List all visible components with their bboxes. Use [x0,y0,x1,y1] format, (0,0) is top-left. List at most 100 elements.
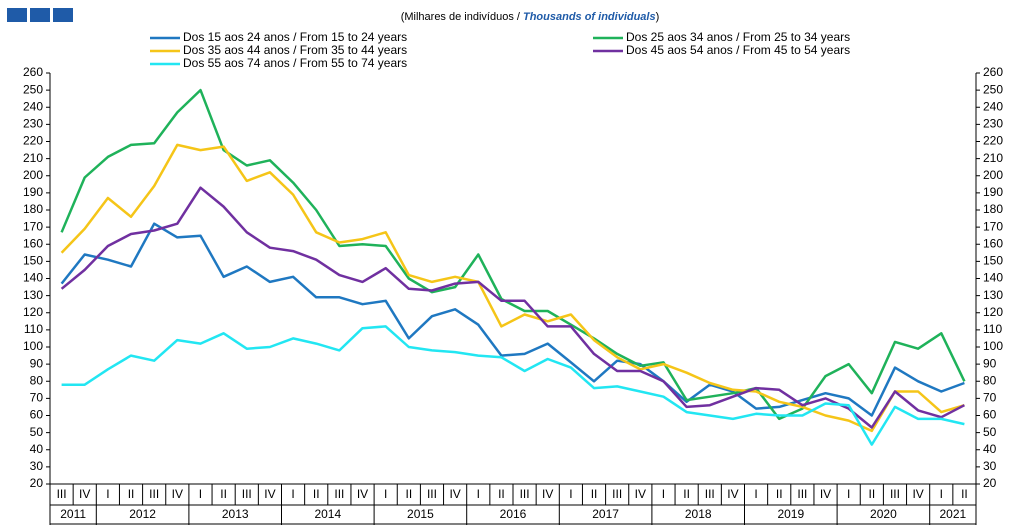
y-tick-label: 180 [23,202,43,216]
year-label: 2017 [592,507,619,521]
legend-label: Dos 35 aos 44 anos / From 35 to 44 years [183,43,407,57]
y-tick-label: 140 [23,271,43,285]
x-tick-label: III [612,487,622,501]
y2-tick-label: 220 [983,134,1003,148]
y2-tick-label: 70 [983,391,997,405]
y-tick-label: 150 [23,254,43,268]
x-tick-label: IV [172,487,183,501]
x-tick-label: III [57,487,67,501]
y2-tick-label: 100 [983,339,1003,353]
series-line [60,186,965,429]
x-tick-label: IV [727,487,738,501]
x-tick-label: II [776,487,783,501]
y-tick-label: 80 [30,373,44,387]
year-label: 2016 [500,507,527,521]
y2-tick-label: 140 [983,271,1003,285]
x-tick-label: I [477,487,480,501]
y-tick-label: 190 [23,185,43,199]
year-label: 2012 [129,507,156,521]
year-label: 2013 [222,507,249,521]
y-tick-label: 240 [23,99,43,113]
x-tick-label: II [961,487,968,501]
year-label: 2020 [870,507,897,521]
y-tick-label: 70 [30,391,44,405]
y2-tick-label: 30 [983,459,997,473]
x-tick-label: III [242,487,252,501]
y-tick-label: 160 [23,236,43,250]
year-label: 2019 [777,507,804,521]
x-tick-label: IV [357,487,368,501]
series-line [60,222,965,417]
y2-tick-label: 230 [983,117,1003,131]
y-tick-label: 30 [30,459,44,473]
x-tick-label: II [128,487,135,501]
y2-tick-label: 170 [983,219,1003,233]
legend-label: Dos 45 aos 54 anos / From 45 to 54 years [626,43,850,57]
x-tick-label: I [106,487,109,501]
y-tick-label: 220 [23,134,43,148]
y-tick-label: 130 [23,288,43,302]
x-tick-label: I [569,487,572,501]
year-label: 2021 [939,507,966,521]
x-tick-label: IV [449,487,460,501]
x-tick-label: III [890,487,900,501]
legend-label: Dos 15 aos 24 anos / From 15 to 24 years [183,30,407,44]
y-tick-label: 20 [30,476,44,490]
x-tick-label: II [313,487,320,501]
y-tick-label: 40 [30,442,44,456]
series-line [60,143,965,433]
y-tick-label: 90 [30,356,44,370]
x-tick-label: IV [912,487,923,501]
x-tick-label: IV [79,487,90,501]
y2-tick-label: 60 [983,408,997,422]
y2-tick-label: 110 [983,322,1002,336]
subtitle: (Milhares de indivíduos / Thousands of i… [401,11,660,23]
y-tick-label: 230 [23,117,43,131]
legend-label: Dos 55 aos 74 anos / From 55 to 74 years [183,56,407,70]
y-tick-label: 60 [30,408,44,422]
x-tick-label: II [405,487,412,501]
x-tick-label: III [705,487,715,501]
year-label: 2014 [314,507,341,521]
x-tick-label: II [498,487,505,501]
x-tick-label: I [754,487,757,501]
subtitle-end: ) [656,11,660,23]
x-tick-label: III [520,487,530,501]
year-label: 2018 [685,507,712,521]
y2-tick-label: 150 [983,254,1003,268]
y-tick-label: 110 [24,322,43,336]
x-tick-label: I [291,487,294,501]
x-tick-label: III [797,487,807,501]
y-tick-label: 210 [23,151,43,165]
y2-tick-label: 240 [983,99,1003,113]
y-tick-label: 200 [23,168,43,182]
y2-tick-label: 90 [983,356,997,370]
year-label: 2011 [60,507,86,521]
logo-square [53,8,73,22]
x-tick-label: III [427,487,437,501]
y2-tick-label: 40 [983,442,997,456]
x-tick-label: III [149,487,159,501]
x-tick-label: II [591,487,598,501]
x-tick-label: III [334,487,344,501]
legend-label: Dos 25 aos 34 anos / From 25 to 34 years [626,30,850,44]
x-tick-label: II [220,487,227,501]
y-tick-label: 100 [23,339,43,353]
y2-tick-label: 20 [983,476,997,490]
y-tick-label: 170 [23,219,43,233]
x-tick-label: IV [542,487,553,501]
series-line [60,88,966,421]
y2-tick-label: 80 [983,373,997,387]
y2-tick-label: 200 [983,168,1003,182]
y2-tick-label: 190 [983,185,1003,199]
y2-tick-label: 130 [983,288,1003,302]
x-tick-label: I [384,487,387,501]
y2-tick-label: 250 [983,82,1003,96]
y2-tick-label: 160 [983,236,1003,250]
year-label: 2015 [407,507,434,521]
x-tick-label: I [662,487,665,501]
x-tick-label: I [847,487,850,501]
y-tick-label: 260 [23,65,43,79]
y2-tick-label: 50 [983,425,997,439]
